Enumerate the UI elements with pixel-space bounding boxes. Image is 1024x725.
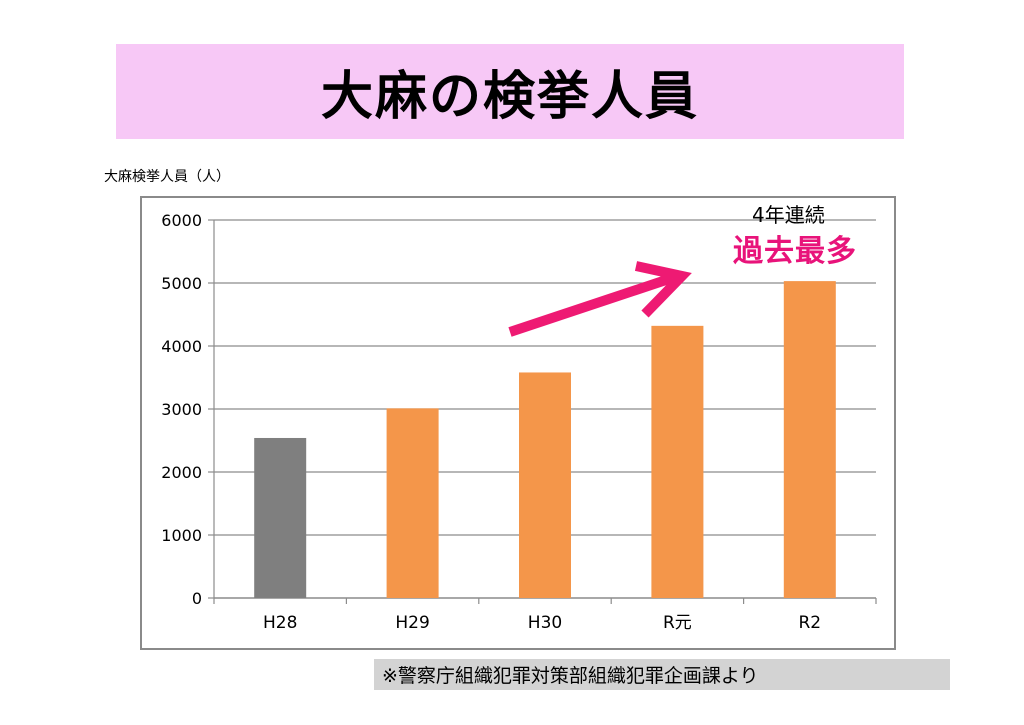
- trend-arrow-head: [634, 261, 692, 318]
- y-tick-label: 2000: [161, 463, 202, 482]
- y-axis-label: 大麻検挙人員（人）: [104, 169, 230, 185]
- bar-R2: [783, 281, 836, 598]
- page-title: 大麻の検挙人員: [320, 67, 699, 127]
- bar-R元: [651, 325, 704, 598]
- y-tick-label: 1000: [161, 526, 202, 545]
- x-tick-label: H30: [528, 613, 562, 633]
- y-tick-label: 3000: [161, 400, 202, 419]
- y-tick-label: 5000: [161, 274, 202, 293]
- bar-H28: [254, 437, 307, 598]
- bar-chart: 0 1000 2000 3000 4000 5000 6000 H28 H29 H30 R元 R2: [161, 211, 877, 633]
- y-tick-label: 0: [192, 589, 202, 608]
- x-tick-label: H28: [263, 613, 297, 633]
- trend-arrow-shaft: [508, 273, 674, 337]
- y-tick-label: 4000: [161, 337, 202, 356]
- x-tick-label: R2: [798, 613, 821, 633]
- x-tick-label: H29: [395, 613, 429, 633]
- source-note: ※警察庁組織犯罪対策部組織犯罪企画課より: [374, 659, 950, 690]
- bar-H29: [386, 408, 439, 598]
- bar-H30: [519, 372, 571, 598]
- annotation-subtext: 4年連続: [752, 203, 825, 227]
- x-tick-label: R元: [663, 613, 692, 633]
- annotation-headline: 過去最多: [733, 234, 857, 269]
- title-banner: 大麻の検挙人員: [116, 44, 904, 139]
- y-tick-label: 6000: [161, 211, 202, 230]
- chart-frame: 0 1000 2000 3000 4000 5000 6000 H28 H29 H30 R元 R2: [140, 196, 896, 650]
